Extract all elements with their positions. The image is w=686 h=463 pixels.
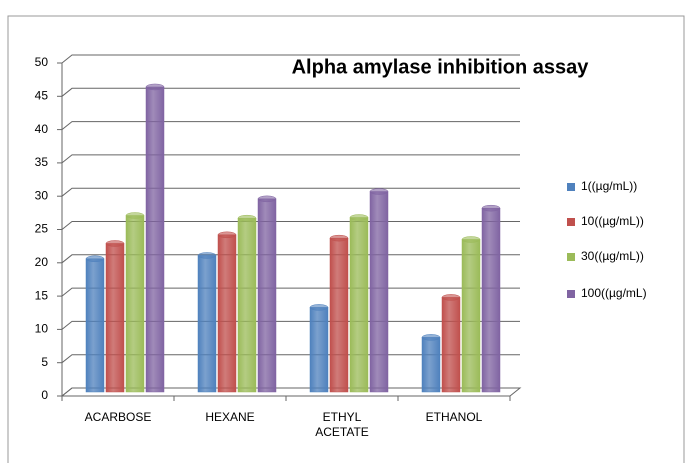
bar — [125, 212, 145, 393]
bar — [369, 188, 389, 393]
bar-body — [217, 234, 237, 393]
bar-body — [197, 255, 217, 393]
legend-swatch — [567, 253, 575, 261]
legend-label: 10((µg/mL)) — [581, 214, 644, 228]
x-tick-label: ACARBOSE — [84, 410, 152, 424]
bar-top — [257, 195, 277, 203]
bar — [197, 252, 217, 393]
bar-top — [369, 188, 389, 195]
bar-top — [309, 304, 329, 311]
legend-swatch — [567, 290, 575, 298]
x-tick-label: ETHANOL — [425, 410, 483, 424]
legend-swatch — [567, 218, 575, 226]
bar — [461, 236, 481, 393]
bar-body — [105, 243, 125, 393]
bar — [441, 294, 461, 393]
bar-top — [481, 204, 501, 212]
bar-top — [329, 234, 349, 242]
grid-line — [61, 87, 520, 97]
x-tick-label: ETHYL ACETATE — [315, 410, 369, 439]
grid-line — [61, 54, 520, 64]
y-tick-label: 35 — [35, 155, 49, 169]
y-tick-label: 10 — [35, 322, 49, 336]
bar-body — [145, 86, 165, 393]
y-tick-label: 25 — [35, 222, 49, 236]
bar-top — [125, 212, 145, 219]
grid-line — [61, 187, 520, 197]
bar-body — [441, 297, 461, 393]
bar — [85, 255, 105, 393]
grid-line — [61, 154, 520, 164]
legend-label: 100((µg/mL) — [581, 286, 647, 300]
bar-body — [349, 217, 369, 393]
y-tick-label: 50 — [35, 55, 49, 69]
bar-body — [125, 215, 145, 393]
bar — [237, 214, 257, 393]
bar-top — [421, 334, 441, 341]
bar-top — [85, 255, 105, 263]
bar-body — [421, 337, 441, 393]
bar — [145, 83, 165, 393]
bar-body — [329, 237, 349, 393]
bar-body — [85, 258, 105, 393]
legend-label: 1((µg/mL)) — [581, 179, 637, 193]
bar-top — [145, 83, 165, 91]
x-tick-label: HEXANE — [205, 410, 255, 424]
y-tick-label: 30 — [35, 188, 49, 202]
bar-body — [369, 191, 389, 393]
bar — [217, 231, 237, 393]
bar-body — [237, 217, 257, 393]
bar-top — [349, 214, 369, 221]
bar — [349, 214, 369, 393]
bar — [329, 234, 349, 393]
bar — [105, 240, 125, 393]
bar-top — [441, 294, 461, 301]
bar — [257, 195, 277, 393]
y-tick-label: 40 — [35, 122, 49, 136]
chart-title: Alpha amylase inhibition assay — [292, 56, 590, 78]
y-tick-label: 20 — [35, 255, 49, 269]
bar-body — [481, 207, 501, 393]
legend-swatch — [567, 183, 575, 191]
bar-top — [237, 214, 257, 222]
y-tick-label: 45 — [35, 88, 49, 102]
grid-line — [61, 121, 520, 130]
bar-top — [461, 236, 481, 243]
bar-body — [461, 239, 481, 393]
bar — [309, 304, 329, 393]
chart-border — [7, 15, 685, 463]
bar-body — [257, 198, 277, 393]
bar — [421, 334, 441, 393]
y-tick-label: 5 — [41, 355, 48, 369]
y-tick-label: 15 — [35, 288, 49, 302]
legend-label: 30((µg/mL)) — [581, 249, 644, 263]
bar-top — [105, 240, 125, 247]
bar-top — [197, 252, 217, 259]
bar-top — [217, 231, 237, 239]
bar-body — [309, 307, 329, 393]
y-tick-label: 0 — [41, 388, 48, 402]
bar — [481, 204, 501, 393]
